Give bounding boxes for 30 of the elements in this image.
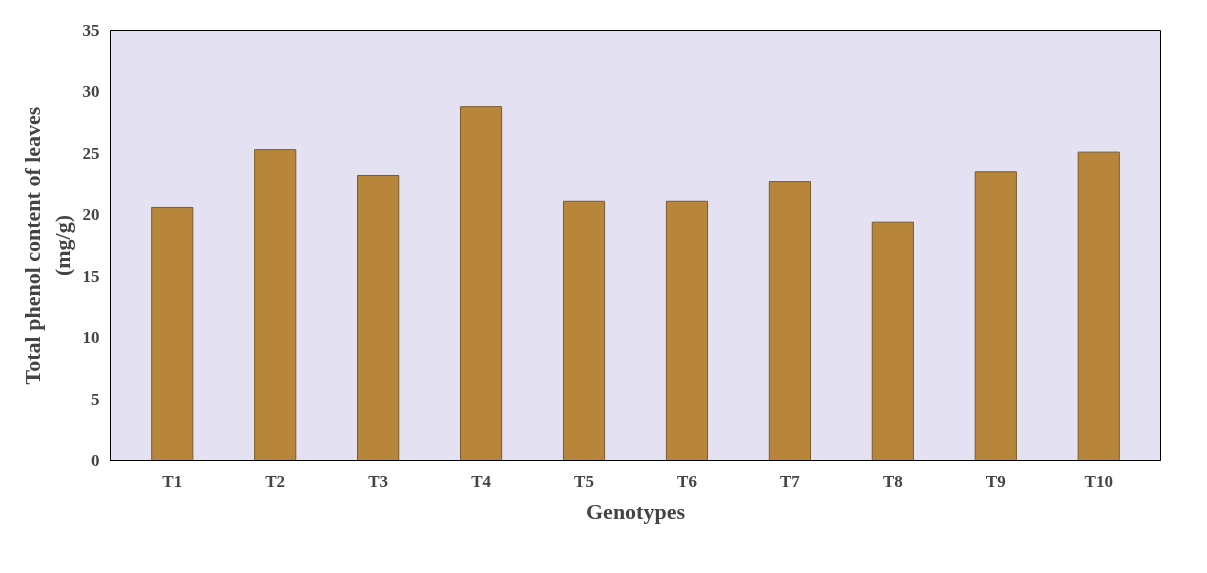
y-tick-label: 15 bbox=[82, 266, 100, 286]
x-tick-label: T1 bbox=[162, 471, 183, 491]
x-tick-label: T3 bbox=[368, 471, 389, 491]
bar bbox=[768, 181, 811, 461]
bar bbox=[151, 206, 194, 461]
bar bbox=[665, 200, 709, 461]
bar bbox=[974, 171, 1017, 461]
y-tick-label: 5 bbox=[91, 389, 100, 409]
y-tick-label: 0 bbox=[91, 451, 100, 470]
x-tick-label: T6 bbox=[677, 471, 697, 491]
x-tick-label: T7 bbox=[779, 471, 801, 491]
bar bbox=[357, 174, 400, 461]
y-tick-label: 25 bbox=[82, 143, 100, 163]
x-axis-title: Genotypes bbox=[586, 498, 686, 524]
bar bbox=[1077, 151, 1120, 461]
bar bbox=[871, 221, 914, 461]
x-tick-label: T4 bbox=[471, 471, 492, 491]
x-tick-label: T2 bbox=[265, 471, 286, 491]
y-tick-label: 35 bbox=[82, 21, 100, 40]
x-tick-label: T9 bbox=[985, 471, 1006, 491]
x-tick-label: T10 bbox=[1084, 471, 1113, 491]
bar bbox=[562, 200, 606, 461]
y-tick-label: 20 bbox=[82, 205, 100, 225]
y-tick-label: 10 bbox=[82, 328, 100, 348]
y-tick-label: 30 bbox=[82, 82, 100, 102]
y-axis-title: Total phenol content of leaves (mg/g) bbox=[19, 106, 75, 385]
x-tick-label: T5 bbox=[574, 471, 594, 491]
x-tick-label: T8 bbox=[882, 471, 903, 491]
bar bbox=[254, 149, 297, 461]
bar bbox=[460, 106, 503, 461]
